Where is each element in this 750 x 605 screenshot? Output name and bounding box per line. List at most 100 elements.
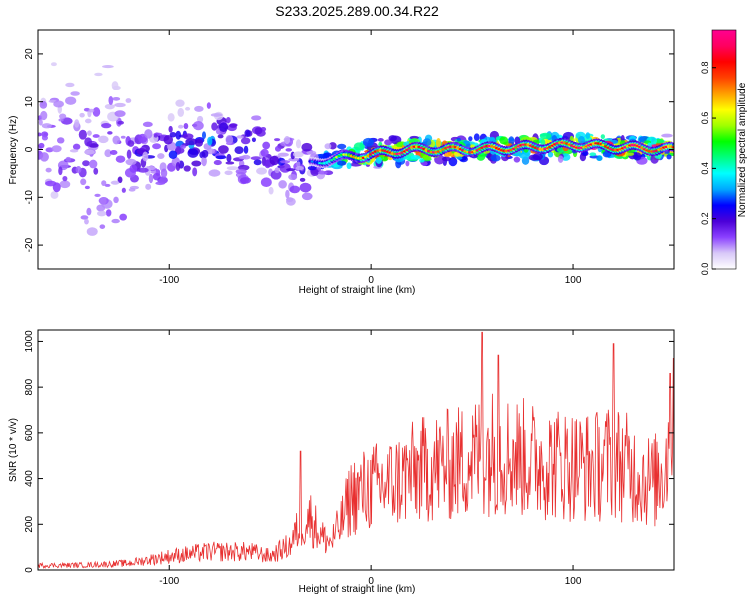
spectrogram-cell [253, 159, 262, 166]
spectrogram-cell [183, 122, 189, 130]
snr-y-tick-label: 400 [24, 470, 35, 487]
spectrogram-cell [288, 173, 298, 181]
spectrogram-cell [80, 178, 87, 186]
spectrogram-cell [268, 186, 274, 195]
spectrogram-cell [337, 160, 347, 166]
colorbar-tick-label: 0.6 [700, 112, 710, 125]
spectrogram-cell [59, 180, 71, 189]
spectrogram-cell [409, 138, 419, 143]
spectrogram-cell [262, 141, 271, 150]
spectrogram-y-tick-label: 0 [24, 146, 35, 152]
spectrogram-x-tick-label: -100 [159, 275, 179, 286]
spectrogram-cell [274, 167, 280, 174]
spectrogram-cell [244, 129, 251, 137]
spectrogram-cell [254, 127, 263, 135]
spectrogram-cell [596, 155, 603, 161]
spectrogram-cell [299, 182, 312, 193]
spectrogram-cell [180, 144, 186, 149]
spectrogram-cell [468, 136, 473, 142]
spectrogram-cell [270, 170, 282, 180]
spectrogram-cell [163, 135, 174, 145]
spectrogram-cell [589, 152, 597, 157]
snr-y-tick-label: 600 [24, 424, 35, 441]
spectrogram-cell [125, 98, 132, 103]
spectrogram-cell [625, 152, 635, 156]
spectrogram-y-tick-label: 10 [24, 96, 35, 108]
spectrogram-cell [490, 154, 501, 162]
spectrogram-cell [182, 133, 194, 140]
spectrogram-cell [51, 145, 62, 153]
spectrogram-cell [101, 123, 112, 129]
spectrogram-cell [65, 82, 75, 88]
spectrogram-cell [547, 151, 554, 158]
spectrogram-cell [86, 207, 92, 216]
spectrogram-cell [288, 157, 300, 162]
spectrogram-cell [419, 158, 425, 163]
snr-series-line [38, 331, 674, 569]
spectrogram-cell [178, 124, 184, 129]
spectrogram-cell [240, 137, 251, 145]
spectrogram-cell [207, 136, 213, 146]
spectrogram-cell [251, 137, 256, 143]
spectrogram-cell [120, 135, 126, 139]
spectrogram-cell [114, 110, 126, 117]
spectrogram-cell [107, 131, 113, 135]
snr-y-tick-label: 0 [24, 567, 35, 573]
spectrogram-cell [92, 107, 101, 117]
spectrogram-cell [301, 192, 313, 201]
spectrogram-cell [104, 183, 111, 187]
snr-x-tick-label: 100 [565, 576, 582, 587]
spectrogram-cell [185, 138, 198, 146]
spectrogram-cell [296, 161, 301, 168]
spectrogram-cell [194, 105, 204, 112]
spectrogram-cell [148, 173, 154, 184]
spectrogram-cell [210, 113, 223, 117]
spectrogram-cell [94, 72, 103, 77]
spectrogram-cell [59, 113, 67, 120]
spectrogram-cell [175, 130, 182, 140]
spectrogram-cell [289, 185, 301, 194]
spectrogram-cell [65, 96, 77, 105]
colorbar-label: Normalized spectral amplitude [737, 82, 748, 217]
spectrogram-cell [87, 130, 92, 136]
spectrogram-cell [50, 62, 57, 67]
spectrogram-cell [285, 148, 293, 152]
spectrogram-cell [488, 136, 495, 142]
spectrogram-cell [69, 149, 79, 153]
spectrogram-cell [111, 218, 120, 224]
spectrogram-cell [38, 132, 42, 137]
spectrogram-cell [155, 169, 161, 176]
spectrogram-cell [39, 100, 48, 109]
colorbar-tick-label: 0.4 [700, 162, 710, 175]
spectrogram-cell [40, 110, 48, 121]
spectrogram-x-tick-label: 100 [565, 275, 582, 286]
spectrogram-cell [101, 180, 107, 186]
spectrogram-cell [226, 166, 239, 171]
spectrogram-cell [225, 161, 235, 165]
spectrogram-cell [75, 166, 82, 174]
spectrogram-cell [375, 156, 382, 164]
spectrogram-cell [666, 154, 672, 160]
spectrogram-cell [269, 155, 280, 166]
spectrogram-cell [177, 107, 185, 117]
spectrogram-cell [160, 168, 168, 178]
spectrogram-cell [99, 224, 106, 229]
figure-title: S233.2025.289.00.34.R22 [275, 3, 439, 19]
snr-frame [37, 329, 675, 571]
spectrogram-cell [234, 146, 244, 154]
colorbar-gradient [711, 29, 737, 270]
spectrogram-cell [84, 218, 89, 225]
spectrogram-cell [301, 142, 313, 152]
spectrogram-cell [260, 148, 269, 157]
spectrogram-cell [80, 215, 89, 220]
spectrogram-cell [377, 138, 384, 142]
spectrogram-cell [218, 145, 229, 154]
spectrogram-cell [104, 103, 115, 110]
spectrogram-cell [41, 123, 52, 129]
spectrogram-cell [58, 166, 63, 176]
spectrogram-cell [98, 135, 109, 144]
spectrogram-cell [499, 136, 509, 145]
